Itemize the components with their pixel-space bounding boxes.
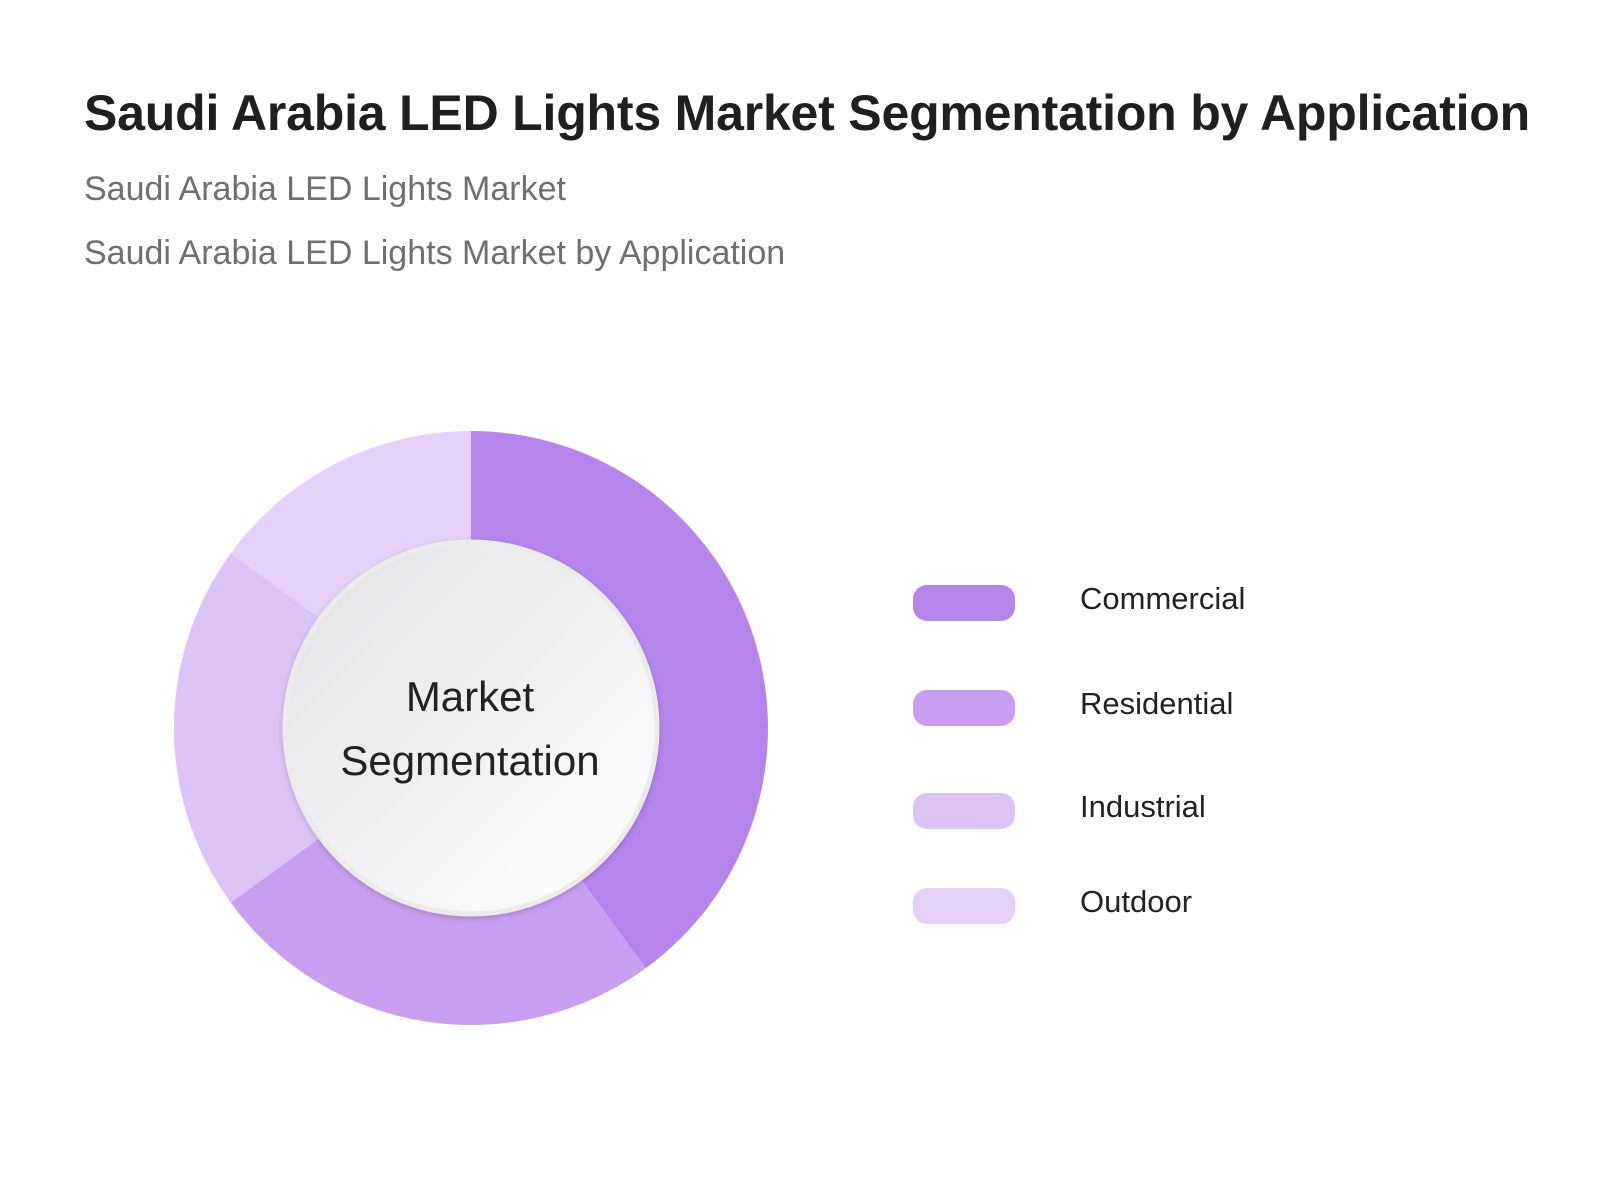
chart-subtitle-application: Saudi Arabia LED Lights Market by Applic… [84,234,786,272]
donut-center-label: Market Segmentation [290,665,650,793]
legend-swatch-industrial [913,793,1015,829]
center-label-line-1: Market [405,673,535,720]
legend-label-outdoor: Outdoor [1080,884,1193,919]
slice-residential[interactable] [230,837,646,1025]
legend-label-commercial: Commercial [1080,581,1246,616]
legend-swatch-commercial [913,585,1015,621]
slice-industrial[interactable] [174,553,321,903]
legend-label-industrial: Industrial [1080,789,1206,824]
chart-subtitle-market: Saudi Arabia LED Lights Market [84,170,566,208]
center-label-line-2: Segmentation [340,737,600,784]
legend-label-residential: Residential [1080,686,1234,721]
legend-swatch-outdoor [913,888,1015,924]
slice-commercial[interactable] [471,431,768,969]
donut-center-disc [282,539,660,917]
legend-swatch-residential [913,690,1015,726]
slice-outdoor[interactable] [230,431,471,619]
chart-title: Saudi Arabia LED Lights Market Segmentat… [84,85,1530,141]
donut-slices [174,431,768,1025]
